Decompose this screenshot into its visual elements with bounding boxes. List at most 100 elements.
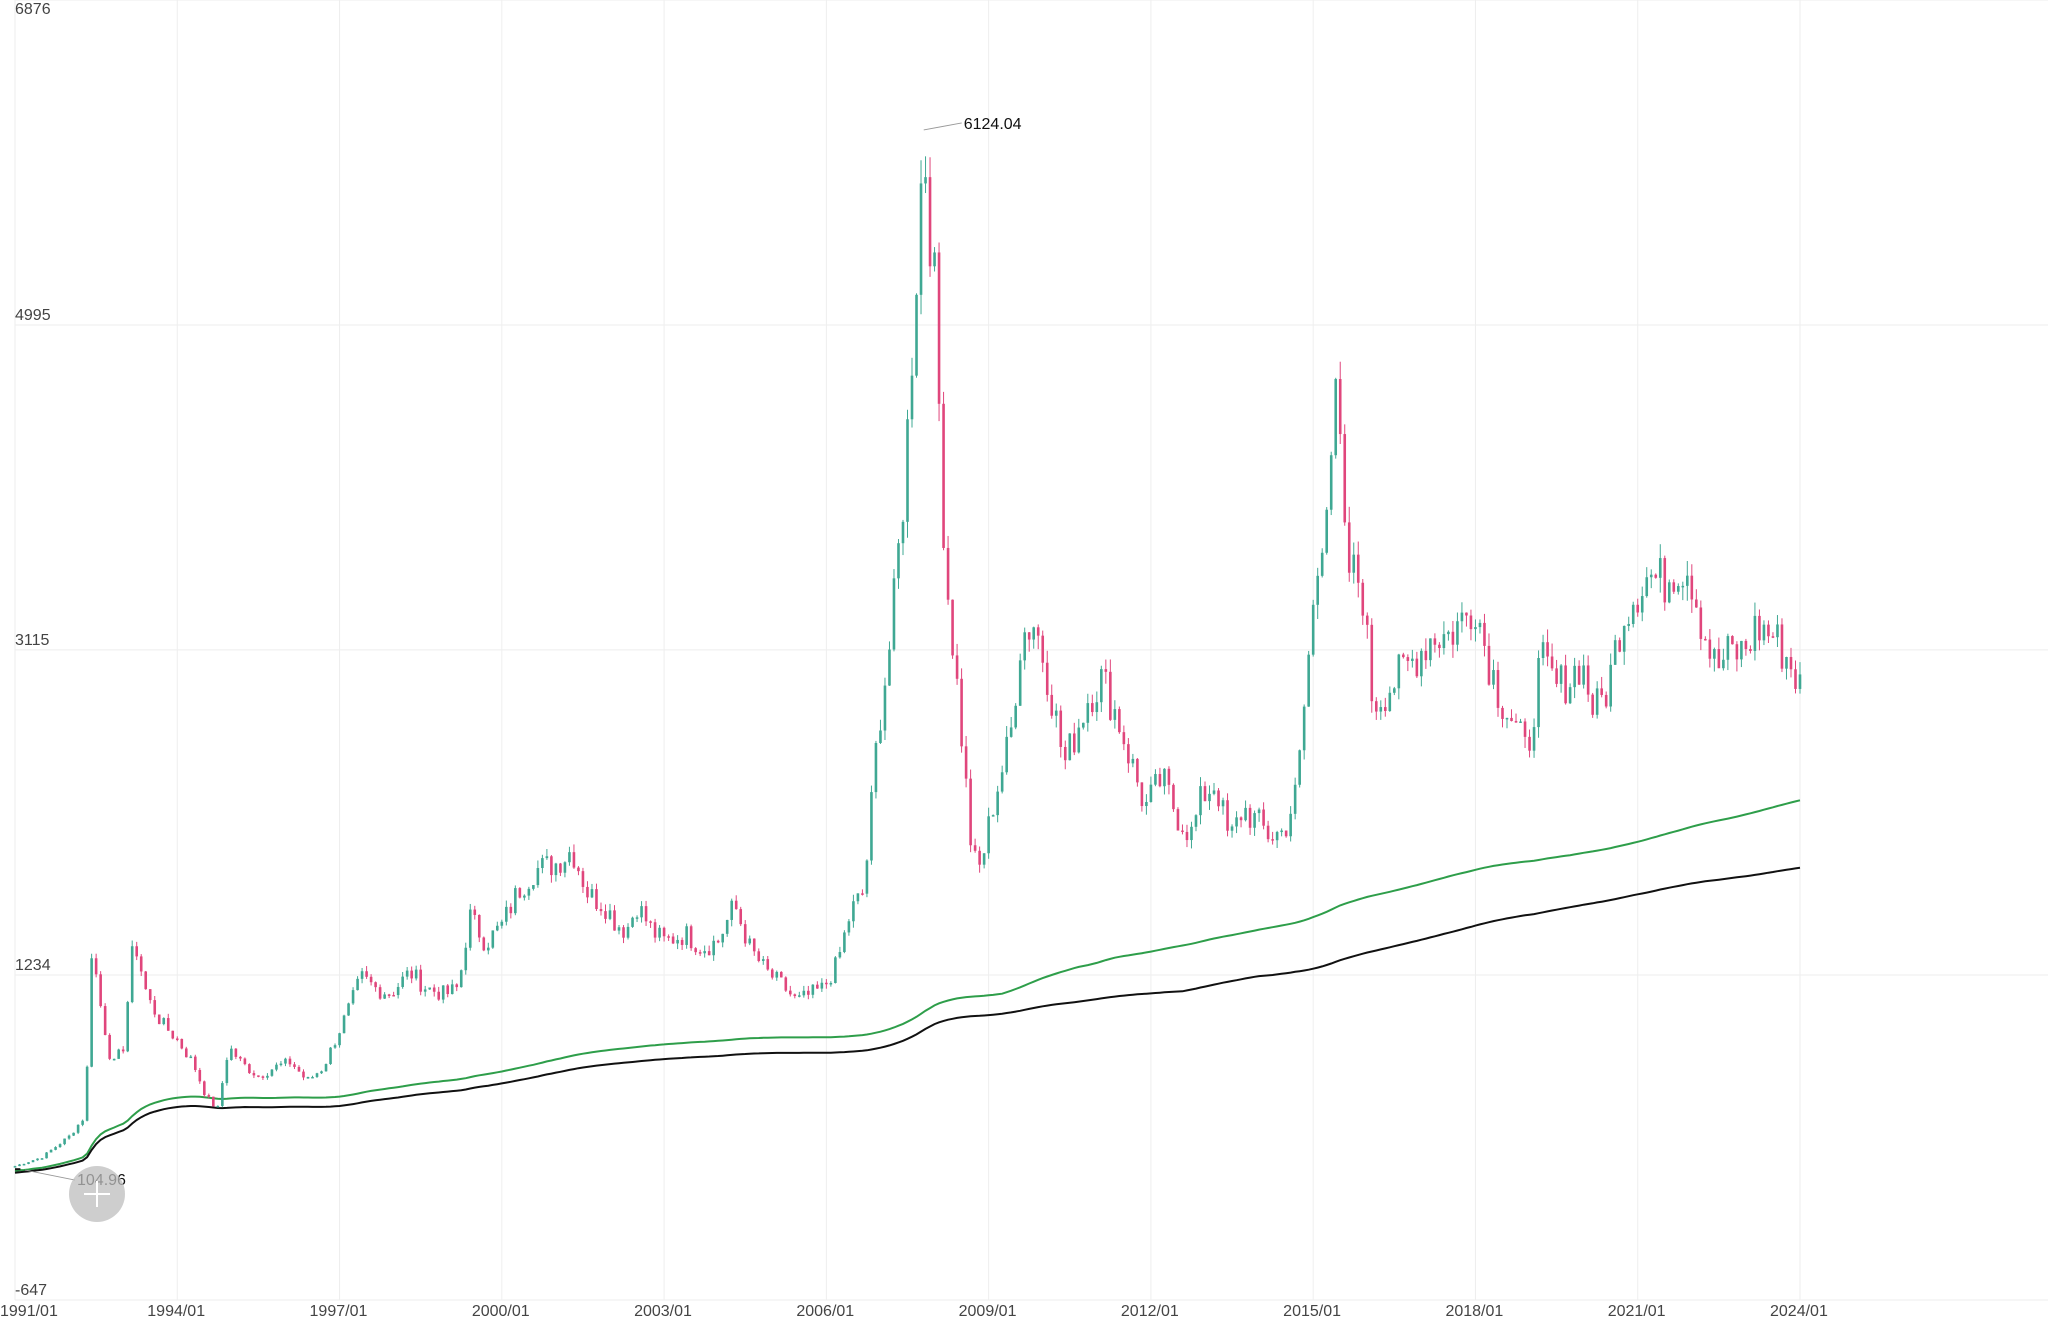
candle-body: [58, 1144, 62, 1148]
candle-body: [414, 969, 418, 979]
x-tick-label: 2012/01: [1121, 1303, 1179, 1316]
candle-body: [1564, 665, 1567, 704]
candle-body: [1397, 654, 1401, 689]
candle-body: [1676, 586, 1680, 592]
candle-body: [658, 927, 661, 938]
candle-body: [1649, 574, 1653, 578]
candle-body: [1636, 604, 1640, 613]
candle-body: [1519, 721, 1522, 723]
candle-body: [879, 730, 882, 743]
candle-body: [807, 990, 810, 995]
candle-body: [942, 403, 945, 548]
candle-body: [450, 984, 454, 995]
candle-body: [1374, 701, 1378, 712]
x-tick-label: 1994/01: [147, 1303, 205, 1316]
candle-body: [212, 1096, 215, 1107]
candle-body: [1695, 599, 1698, 608]
candle-body: [1104, 669, 1108, 672]
candle-body: [257, 1075, 260, 1077]
candle-body: [734, 900, 738, 910]
candle-body: [1726, 636, 1730, 660]
candle-body: [1095, 702, 1099, 713]
candle-body: [63, 1138, 66, 1145]
candle-body: [743, 924, 747, 944]
candle-body: [1686, 575, 1689, 586]
candle-body: [171, 1030, 175, 1039]
candle-body: [897, 543, 900, 579]
candle-body: [1122, 732, 1126, 745]
candle-body: [103, 1006, 107, 1035]
candle-body: [1708, 639, 1712, 659]
candle-body: [1226, 800, 1229, 831]
candle-body: [338, 1033, 341, 1046]
candle-body: [148, 989, 152, 1001]
y-axis-tick-labels: -647 1234 3115 4995 6876: [15, 1, 51, 1299]
annotation-layer: 6124.04104.96: [24, 116, 1022, 1189]
candle-body: [653, 922, 657, 938]
candle-body: [1271, 839, 1274, 841]
candle-body: [874, 742, 878, 793]
candle-body: [1532, 727, 1536, 751]
candle-body: [586, 886, 589, 898]
candle-body: [973, 845, 977, 851]
candle-body: [365, 971, 368, 977]
candle-body: [568, 852, 571, 863]
candle-body: [1744, 640, 1748, 650]
candle-body: [468, 909, 472, 948]
candle-body: [108, 1034, 111, 1059]
candle-body: [1577, 665, 1581, 685]
candle-body: [207, 1095, 211, 1097]
candle-body: [1402, 654, 1405, 658]
candle-body: [1740, 640, 1743, 660]
candle-body: [946, 547, 950, 600]
candle-body: [1158, 774, 1162, 787]
candle-body: [599, 909, 603, 912]
candle-body: [577, 867, 580, 872]
candle-body: [1406, 657, 1410, 661]
candle-body: [1185, 831, 1189, 841]
x-tick-label: 2018/01: [1445, 1303, 1503, 1316]
candle-body: [1645, 577, 1649, 597]
candle-body: [649, 921, 652, 923]
candle-body: [1302, 706, 1306, 751]
candle-body: [194, 1056, 197, 1070]
candle-body: [1311, 604, 1315, 655]
candle-body: [1176, 809, 1180, 831]
candle-body: [496, 925, 499, 931]
candle-body: [1627, 623, 1631, 626]
candle-body: [1568, 687, 1572, 704]
candle-body: [302, 1071, 305, 1078]
candle-body: [1140, 782, 1144, 807]
candle-body: [369, 976, 373, 983]
candle-body: [360, 971, 364, 979]
candle-body: [248, 1064, 251, 1074]
candle-body: [446, 985, 450, 995]
candle-body: [67, 1135, 71, 1139]
candle-body: [955, 655, 959, 679]
candle-body: [49, 1149, 53, 1153]
candle-body: [987, 816, 990, 854]
candle-body: [374, 982, 377, 988]
candle-body: [1023, 632, 1026, 661]
candle-body: [1235, 817, 1238, 827]
candle-body: [1753, 615, 1757, 651]
candle-body: [1546, 642, 1549, 657]
candle-body: [288, 1058, 292, 1065]
candle-body: [1005, 736, 1008, 773]
candle-body: [784, 977, 788, 991]
candle-body: [906, 419, 909, 522]
candle-body: [121, 1049, 125, 1052]
candle-body: [1338, 379, 1342, 435]
x-tick-label: 1997/01: [310, 1303, 368, 1316]
candle-body: [613, 910, 616, 931]
candle-body: [279, 1063, 283, 1066]
x-tick-label: 2000/01: [472, 1303, 530, 1316]
candle-body: [230, 1048, 233, 1060]
candle-body: [1154, 774, 1157, 785]
zoom-in-button[interactable]: [69, 1166, 125, 1222]
candle-body: [694, 948, 697, 953]
candle-body: [252, 1073, 256, 1076]
candle-body: [324, 1064, 328, 1072]
candle-body: [1009, 727, 1013, 737]
candle-body: [157, 1014, 161, 1025]
